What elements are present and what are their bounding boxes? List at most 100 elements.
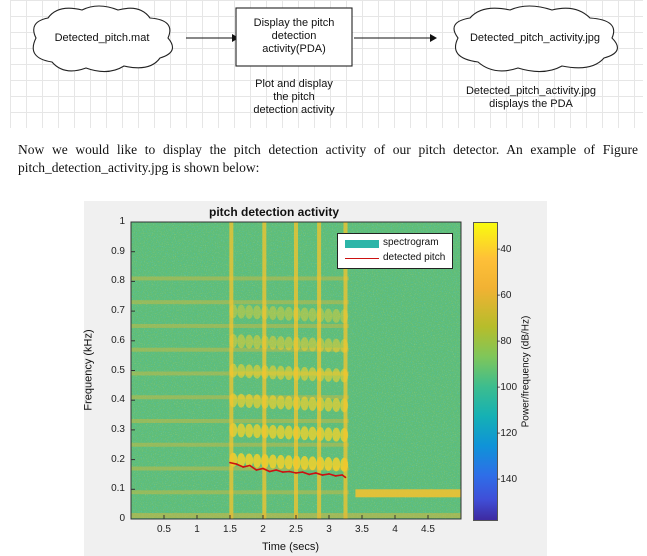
energy-blob	[324, 427, 333, 442]
pitch-point	[242, 466, 244, 468]
energy-blob	[253, 453, 262, 468]
energy-blob	[284, 306, 293, 321]
harmonic-band	[131, 490, 349, 495]
y-tick-label: 0.7	[111, 305, 125, 317]
harmonic-band	[131, 442, 349, 447]
energy-blob	[284, 395, 293, 410]
process-caption: Plot and display the pitch detection act…	[238, 78, 350, 117]
energy-blob	[300, 366, 309, 381]
output-caption-line-1: Detected_pitch_activity.jpg	[465, 85, 597, 97]
energy-blob	[268, 424, 277, 439]
energy-blob	[324, 367, 333, 382]
y-axis-label: Frequency (kHz)	[82, 329, 95, 411]
y-tick-label: 0.9	[111, 245, 125, 257]
energy-blob	[324, 397, 333, 412]
y-tick-label: 0.5	[111, 364, 125, 376]
x-tick-label: 2.5	[289, 524, 303, 535]
energy-blob	[284, 366, 293, 381]
energy-blob	[308, 426, 317, 441]
output-cloud	[453, 5, 618, 73]
energy-blob	[276, 454, 285, 469]
energy-blob	[284, 425, 293, 440]
body-paragraph: Now we would like to display the pitch d…	[18, 142, 638, 175]
process-caption-line-1: Plot and display	[255, 78, 333, 90]
energy-blob	[268, 306, 277, 321]
onset-streak	[294, 222, 298, 519]
energy-blob	[245, 394, 254, 409]
x-tick-label: 2	[260, 524, 266, 535]
energy-blob	[276, 336, 285, 351]
harmonic-band	[131, 347, 349, 352]
y-tick-label: 0.6	[111, 334, 125, 346]
harmonic-band	[131, 323, 349, 328]
energy-blob	[237, 393, 246, 408]
pitch-point	[255, 469, 258, 471]
energy-blob	[276, 306, 285, 321]
energy-blob	[268, 365, 277, 380]
pitch-point	[282, 471, 284, 473]
colorbar	[473, 222, 498, 521]
energy-blob	[308, 367, 317, 382]
energy-blob	[237, 423, 246, 438]
y-tick-label: 0.1	[111, 483, 125, 495]
energy-blob	[284, 455, 293, 470]
energy-blob	[253, 335, 262, 350]
plot-legend: spectrogram detected pitch	[337, 233, 453, 269]
process-caption-line-2: the pitch	[273, 91, 315, 103]
energy-blob	[276, 365, 285, 380]
process-caption-line-3: detection activity	[253, 104, 335, 116]
process-box-line-1: Display the pitch	[253, 17, 335, 29]
pitch-point	[341, 474, 344, 476]
arrowhead-2	[430, 34, 437, 42]
energy-blob	[245, 423, 254, 438]
energy-blob	[308, 456, 317, 471]
energy-blob	[237, 364, 246, 379]
harmonic-band	[131, 300, 349, 305]
pitch-point	[328, 473, 330, 475]
energy-blob	[300, 455, 309, 470]
colorbar-label: Power/frequency (dB/Hz)	[520, 315, 532, 428]
energy-blob	[332, 368, 341, 383]
output-cloud-label: Detected_pitch_activity.jpg	[469, 32, 601, 44]
pitch-point	[308, 473, 311, 476]
energy-blob	[253, 424, 262, 439]
energy-blob	[332, 338, 341, 353]
legend-row-pitch: detected pitch	[338, 251, 452, 265]
x-tick-label: 4.5	[421, 524, 435, 535]
energy-blob	[332, 457, 341, 472]
y-tick-label: 0.2	[111, 453, 125, 465]
energy-blob	[268, 454, 277, 469]
harmonic-band	[131, 276, 349, 281]
x-tick-label: 1	[194, 524, 200, 535]
legend-label-spectrogram: spectrogram	[383, 237, 439, 248]
energy-blob	[324, 308, 333, 323]
low-energy-band	[355, 489, 461, 498]
harmonic-band	[131, 418, 349, 423]
energy-blob	[332, 308, 341, 323]
process-box-line-2: detection	[271, 30, 317, 42]
flowchart	[32, 5, 618, 73]
colorbar-tick-label: -100	[497, 381, 518, 393]
energy-blob	[276, 425, 285, 440]
y-tick-label: 0.8	[111, 275, 125, 287]
colorbar-tick-label: -60	[497, 289, 512, 301]
energy-blob	[332, 397, 341, 412]
onset-streak	[343, 222, 348, 519]
y-tick-label: 0.3	[111, 423, 125, 435]
energy-blob	[308, 307, 317, 322]
energy-blob	[324, 338, 333, 353]
x-axis-label: Time (secs)	[262, 541, 320, 553]
colorbar-tick-label: -80	[497, 335, 512, 347]
process-box	[235, 7, 353, 67]
colorbar-tick-label: -140	[497, 473, 518, 485]
energy-blob	[253, 364, 262, 379]
colorbar-tick-label: -40	[497, 243, 512, 255]
energy-blob	[237, 304, 246, 319]
energy-blob	[276, 395, 285, 410]
energy-blob	[324, 457, 333, 472]
energy-blob	[284, 336, 293, 351]
pitch-point	[268, 470, 271, 473]
pitch-point	[344, 476, 347, 479]
energy-blob	[237, 453, 246, 468]
